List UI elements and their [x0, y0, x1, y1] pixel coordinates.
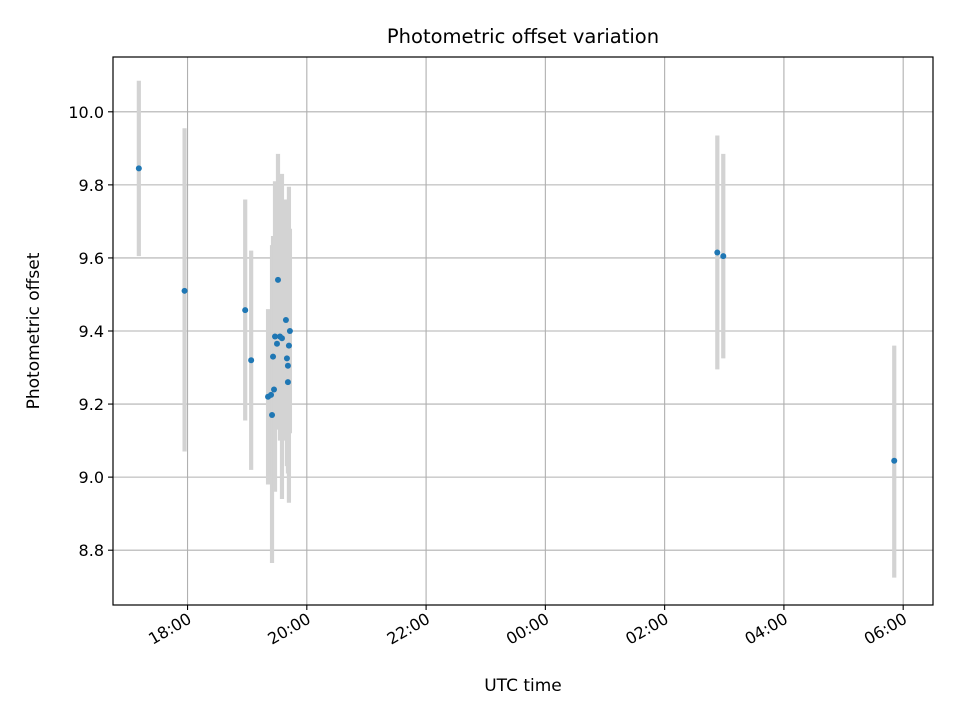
data-point [270, 353, 277, 360]
data-point [274, 340, 280, 347]
data-point [272, 333, 279, 340]
data-point [242, 307, 249, 314]
x-tick-label: 20:00 [264, 609, 313, 649]
data-points [135, 165, 898, 464]
x-tick-label: 22:00 [384, 609, 433, 649]
x-tick-label: 02:00 [622, 609, 671, 649]
data-point [135, 165, 142, 172]
x-axis-label: UTC time [484, 676, 562, 696]
data-point [714, 249, 721, 256]
data-point [274, 276, 281, 283]
chart-title: Photometric offset variation [387, 25, 659, 48]
data-point [268, 391, 275, 398]
data-point [284, 362, 291, 369]
error-bars [136, 80, 897, 578]
data-point [286, 328, 293, 334]
data-point [720, 253, 727, 260]
x-tick-label: 04:00 [741, 609, 790, 649]
y-tick-label: 9.6 [79, 249, 104, 268]
data-point [891, 457, 898, 464]
y-tick-label: 9.0 [79, 468, 104, 487]
y-tick-label: 9.2 [79, 395, 104, 414]
x-tick-label: 06:00 [861, 609, 910, 649]
data-point [248, 357, 255, 364]
data-point [271, 386, 278, 393]
y-tick-label: 9.4 [79, 322, 104, 341]
data-point [278, 335, 285, 342]
grid [113, 57, 933, 605]
data-point [284, 379, 291, 386]
data-point [269, 412, 276, 419]
data-point [285, 342, 292, 349]
y-tick-label: 9.8 [79, 176, 104, 195]
x-tick-label: 18:00 [145, 609, 194, 649]
x-tick-label: 00:00 [503, 609, 552, 649]
y-tick-label: 8.8 [79, 541, 104, 560]
data-point [283, 355, 290, 362]
data-point [282, 317, 289, 324]
y-axis-label: Photometric offset [24, 252, 44, 409]
y-tick-label: 10.0 [68, 103, 104, 122]
data-point [181, 287, 188, 294]
